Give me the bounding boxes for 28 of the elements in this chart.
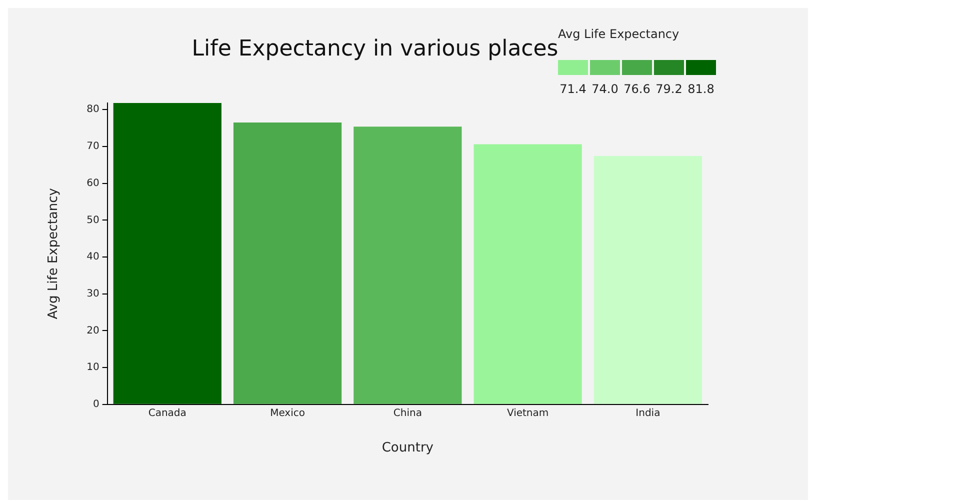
bar [113,103,222,404]
chart-title: Life Expectancy in various places [192,36,558,62]
bar [474,144,582,404]
x-tick-label: Mexico [270,408,305,419]
color-bar-label: 76.6 [624,82,650,96]
color-bar-label: 79.2 [656,82,682,96]
x-tick-label: Canada [148,408,186,419]
x-tick-label: India [636,408,660,419]
color-bar-title: Avg Life Expectancy [558,27,680,41]
y-tick-label: 40 [86,252,100,263]
x-axis-title: Country [382,440,434,456]
bar [354,126,462,404]
y-axis-title: Avg Life Expectancy [46,188,62,320]
y-tick-label: 10 [86,362,100,374]
y-tick-label: 20 [86,325,100,336]
color-bar-label: 74.0 [592,82,618,96]
y-tick-label: 60 [86,178,100,189]
y-tick-label: 50 [86,214,100,226]
color-bar-label: 81.8 [688,82,714,96]
bar [594,156,702,404]
y-tick-label: 0 [92,398,100,410]
y-tick-label: 30 [86,288,100,300]
y-tick-label: 70 [86,141,100,152]
bar [233,122,342,404]
x-tick-label: Vietnam [506,408,549,419]
x-tick-label: China [393,408,422,419]
y-tick-label: 80 [86,104,100,116]
color-bar-label: 71.4 [560,82,586,96]
